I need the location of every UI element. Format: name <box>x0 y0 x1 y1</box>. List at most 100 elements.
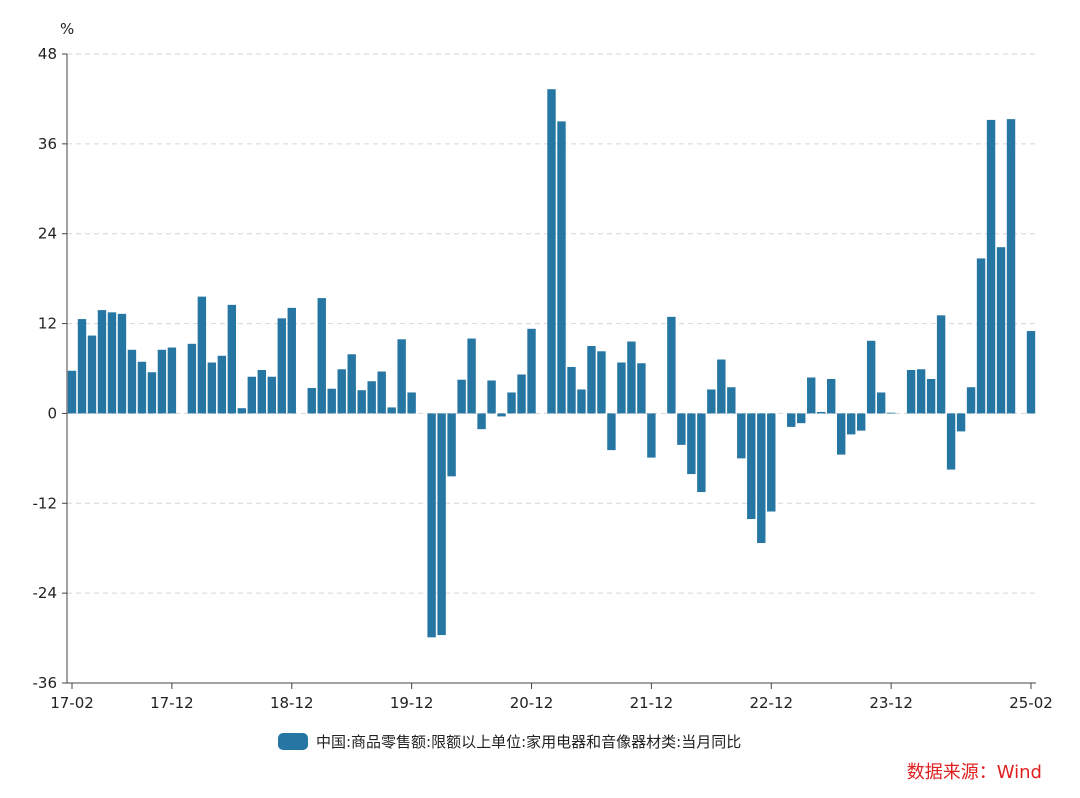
bar <box>707 389 716 414</box>
bar <box>597 351 606 414</box>
bar <box>866 340 876 414</box>
x-tick-label: 23-12 <box>869 694 913 712</box>
bar <box>327 388 336 414</box>
y-axis-unit: % <box>60 20 74 38</box>
bar <box>617 362 626 414</box>
bar <box>807 377 816 414</box>
bar <box>727 387 736 414</box>
bar <box>797 413 806 424</box>
y-tick-label: 48 <box>38 45 57 63</box>
bar <box>1026 331 1036 414</box>
bar <box>577 389 586 414</box>
bar <box>876 392 886 414</box>
bar <box>926 378 936 414</box>
bar <box>687 413 696 475</box>
bar <box>257 369 267 414</box>
bar <box>956 413 966 432</box>
bar <box>817 411 826 414</box>
bar <box>227 304 237 414</box>
y-tick-label: -12 <box>33 494 58 512</box>
bar <box>387 407 396 414</box>
bar <box>237 408 247 414</box>
bar <box>407 392 416 414</box>
y-tick-label: 36 <box>38 135 57 153</box>
bar <box>557 121 566 414</box>
bar <box>77 319 87 414</box>
bar <box>317 298 326 414</box>
bar <box>287 307 296 414</box>
bar <box>647 413 656 458</box>
bar <box>787 413 796 427</box>
bar <box>437 413 446 636</box>
bar <box>467 338 476 414</box>
bar <box>747 413 756 520</box>
x-tick-label: 25-02 <box>1009 694 1053 712</box>
bar <box>637 363 646 414</box>
bar <box>507 392 516 414</box>
bar <box>497 413 506 417</box>
bar <box>307 387 316 414</box>
bar <box>167 347 177 414</box>
legend-label: 中国:商品零售额:限额以上单位:家用电器和音像器材类:当月同比 <box>316 733 742 751</box>
bar <box>357 390 366 414</box>
bar <box>187 343 197 414</box>
bar <box>976 258 986 414</box>
bar <box>197 296 207 414</box>
y-tick-label: -36 <box>33 674 58 692</box>
bars <box>67 89 1036 638</box>
bar <box>906 369 916 414</box>
bar <box>397 339 406 414</box>
bar <box>97 310 107 414</box>
bar <box>87 335 97 414</box>
y-tick-label: 0 <box>47 404 57 422</box>
bar <box>986 119 996 414</box>
bar <box>846 413 856 435</box>
bar <box>527 328 536 414</box>
x-axis-ticks: 17-02 17-12 18-12 19-12 20-12 21-12 22-12 23-12… <box>50 683 1053 712</box>
bar <box>457 379 466 414</box>
bar <box>247 376 257 414</box>
y-tick-label: 12 <box>38 315 57 333</box>
bar <box>277 318 286 414</box>
x-tick-label: 17-12 <box>150 694 194 712</box>
bar <box>946 413 956 470</box>
legend-swatch <box>278 733 308 750</box>
bar <box>517 374 526 414</box>
bar <box>607 413 616 451</box>
bar <box>856 413 866 431</box>
bar <box>347 354 356 414</box>
source-note: 数据来源：Wind <box>906 762 1042 783</box>
bar <box>367 381 376 414</box>
bar <box>447 413 456 477</box>
bar <box>996 247 1006 414</box>
legend: 中国:商品零售额:限额以上单位:家用电器和音像器材类:当月同比 <box>278 731 741 752</box>
bar <box>107 312 117 414</box>
bar <box>267 376 276 414</box>
bar <box>916 369 926 414</box>
y-axis-ticks: -36 -24 -12 0 12 24 36 48 <box>33 45 67 692</box>
bar <box>127 349 137 414</box>
x-tick-label: 17-02 <box>50 694 94 712</box>
bar <box>827 378 836 414</box>
bar <box>587 346 596 414</box>
bar <box>677 413 686 445</box>
bar <box>966 387 976 414</box>
y-tick-label: -24 <box>33 584 58 602</box>
y-tick-label: 24 <box>38 225 57 243</box>
bar <box>936 315 946 414</box>
bar <box>567 367 576 414</box>
bar <box>157 349 167 414</box>
bar <box>627 341 636 414</box>
x-tick-label: 19-12 <box>390 694 434 712</box>
x-tick-label: 21-12 <box>630 694 674 712</box>
x-tick-label: 20-12 <box>510 694 554 712</box>
bar <box>337 369 346 414</box>
bar <box>207 362 217 414</box>
bar <box>147 372 157 414</box>
x-tick-label: 18-12 <box>270 694 314 712</box>
bar <box>836 413 846 455</box>
bar <box>377 371 386 414</box>
bar <box>67 370 77 414</box>
bar <box>117 313 127 414</box>
x-tick-label: 22-12 <box>749 694 793 712</box>
